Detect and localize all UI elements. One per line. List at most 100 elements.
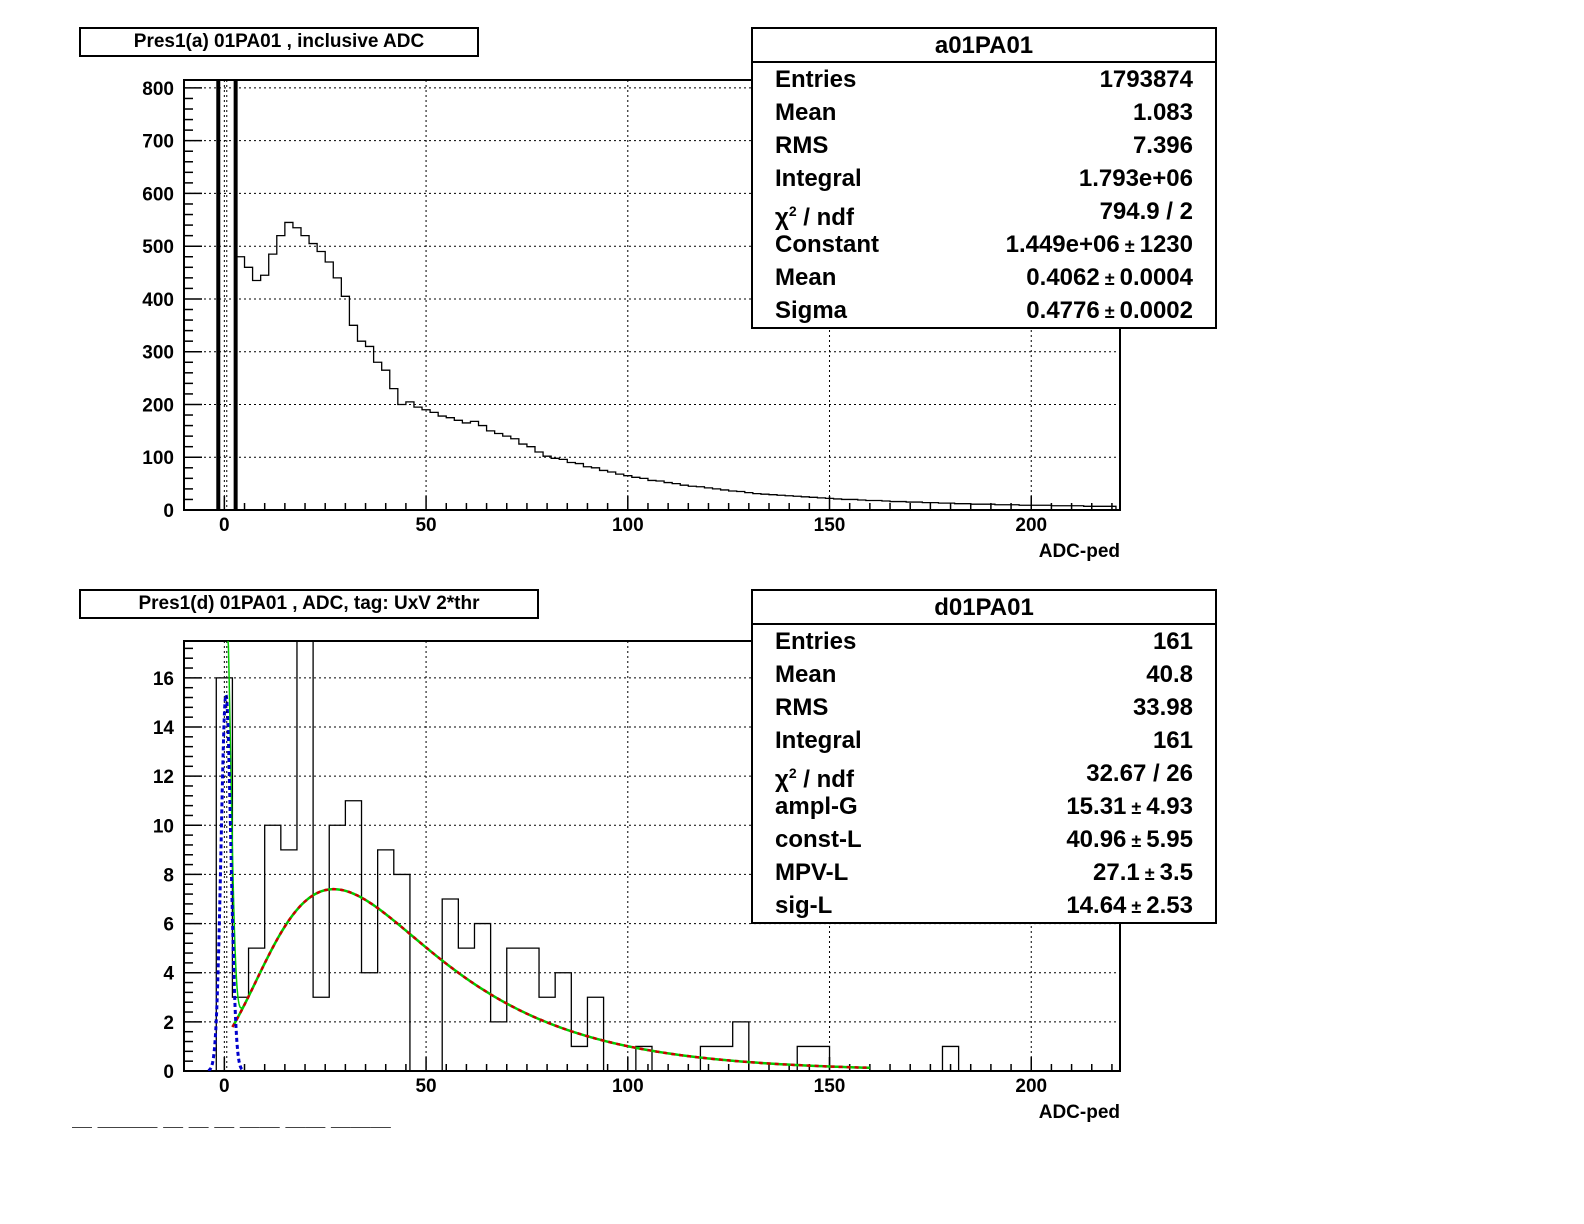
x-tick-label: 150 (814, 1076, 846, 1097)
plus-minus-sign: ± (1139, 864, 1160, 884)
pedestal-peak (216, 80, 238, 510)
stats-title: d01PA01 (753, 591, 1215, 625)
stats-error: 5.95 (1146, 826, 1193, 853)
top-histogram-panel: 0 50 100 150 200 0 100 200 300 400 500 600 700 800 ADC… (142, 79, 1121, 562)
stats-label: Integral (775, 727, 862, 754)
stats-row: Constant 1.449e+06 ± 1230 (753, 228, 1215, 261)
stats-label: Integral (775, 165, 862, 192)
stats-label: Mean (775, 99, 837, 126)
x-tick-label: 100 (612, 515, 644, 536)
stats-label: Mean (775, 264, 837, 291)
x-tick-label: 150 (814, 515, 846, 536)
stats-label: const-L (775, 826, 862, 853)
stats-value: 161 (1152, 727, 1193, 754)
stats-row: χ2 / ndf 32.67 / 26 (753, 757, 1215, 793)
landau-fit-underlay (231, 887, 870, 1070)
stats-value: 1.083 (1132, 99, 1193, 126)
stats-value: 40.8 (1146, 661, 1193, 688)
stats-label: χ2 / ndf (775, 765, 854, 793)
faint-footer-text: ▬ ▬▬▬ ▬ ▬ ▬ ▬▬ ▬▬ ▬▬▬ ▬▬▬▬ (72, 1116, 391, 1128)
stats-row: Mean 40.8 (753, 658, 1215, 691)
stats-row: sig-L 14.64 ± 2.53 (753, 889, 1215, 922)
plus-minus-sign: ± (1099, 302, 1120, 322)
stats-value: 1.793e+06 (1078, 165, 1193, 192)
histogram-outline (235, 221, 1117, 510)
stats-value: 7.396 (1132, 132, 1193, 159)
plus-minus-sign: ± (1126, 798, 1147, 818)
y-tick-label: 8 (163, 865, 174, 886)
stats-error: 4.93 (1146, 793, 1193, 820)
y-tick-label: 0 (163, 501, 174, 522)
x-tick-label: 0 (219, 1076, 230, 1097)
stats-row: Mean 0.4062 ± 0.0004 (753, 261, 1215, 294)
x-axis-label: ADC-ped (1039, 541, 1120, 562)
stats-label: RMS (775, 132, 829, 159)
histogram-outline (215, 641, 975, 1071)
y-tick-label: 400 (142, 290, 174, 311)
x-tick-label: 50 (415, 1076, 436, 1097)
stats-label: χ2 / ndf (775, 203, 854, 231)
y-tick-label: 700 (142, 132, 174, 153)
plus-minus-sign: ± (1119, 236, 1140, 256)
stats-label: sig-L (775, 892, 833, 919)
y-tick-label: 10 (153, 816, 174, 837)
stats-title: a01PA01 (753, 29, 1215, 63)
stats-row: Entries 161 (753, 625, 1215, 658)
stats-value: 794.9 / 2 (1099, 198, 1193, 225)
y-tick-label: 4 (163, 964, 174, 985)
stats-value: 1.449e+06 ± 1230 (1005, 231, 1193, 258)
stats-label: Mean (775, 661, 837, 688)
x-tick-label: 0 (219, 515, 230, 536)
y-tick-label: 6 (163, 915, 174, 936)
stats-label: Sigma (775, 297, 848, 324)
y-tick-label: 2 (163, 1013, 174, 1034)
y-tick-label: 16 (153, 669, 174, 690)
stats-error: 2.53 (1146, 892, 1193, 919)
stats-row: MPV-L 27.1 ± 3.5 (753, 856, 1215, 889)
stats-row: ampl-G 15.31 ± 4.93 (753, 790, 1215, 823)
stats-error: 1230 (1139, 231, 1193, 258)
stats-row: Integral 161 (753, 724, 1215, 757)
stats-row: Mean 1.083 (753, 96, 1215, 129)
stats-row: Entries 1793874 (753, 63, 1215, 96)
stats-label: Entries (775, 66, 857, 93)
stats-label: ampl-G (775, 793, 858, 820)
stats-row: const-L 40.96 ± 5.95 (753, 823, 1215, 856)
y-tick-label: 200 (142, 395, 174, 416)
stats-value: 1793874 (1099, 66, 1193, 93)
bottom-plot-title: Pres1(d) 01PA01 , ADC, tag: UxV 2*thr (79, 589, 539, 619)
plus-minus-sign: ± (1126, 897, 1147, 917)
plot-content (216, 80, 1117, 510)
stats-row: χ2 / ndf 794.9 / 2 (753, 195, 1215, 231)
bottom-stats-box: d01PA01 Entries 161 Mean 40.8 RMS 33.98 Integr… (751, 589, 1217, 924)
y-tick-label: 500 (142, 237, 174, 258)
stats-row: RMS 33.98 (753, 691, 1215, 724)
y-tick-label: 14 (153, 718, 175, 739)
y-tick-label: 0 (163, 1062, 174, 1083)
plus-minus-sign: ± (1126, 831, 1147, 851)
stats-value: 0.4062 ± 0.0004 (1026, 264, 1193, 291)
y-tick-label: 300 (142, 343, 174, 364)
stats-value: 40.96 ± 5.95 (1066, 826, 1193, 853)
plus-minus-sign: ± (1099, 269, 1120, 289)
stats-label: MPV-L (775, 859, 849, 886)
stats-value: 14.64 ± 2.53 (1066, 892, 1193, 919)
stats-error: 3.5 (1159, 859, 1193, 886)
gauss-fit-curve (207, 689, 245, 1071)
plot-content (207, 641, 975, 1071)
x-axis-label: ADC-ped (1039, 1102, 1120, 1123)
stats-value: 27.1 ± 3.5 (1093, 859, 1193, 886)
y-tick-label: 100 (142, 448, 174, 469)
stats-label: RMS (775, 694, 829, 721)
stats-value: 32.67 / 26 (1086, 760, 1193, 787)
stats-error: 0.0004 (1119, 264, 1193, 291)
x-tick-label: 100 (612, 1076, 644, 1097)
x-tick-label: 200 (1015, 515, 1047, 536)
stats-label: Entries (775, 628, 857, 655)
stats-value: 161 (1152, 628, 1193, 655)
stats-value: 0.4776 ± 0.0002 (1026, 297, 1193, 324)
top-plot-title: Pres1(a) 01PA01 , inclusive ADC (79, 27, 479, 57)
y-tick-label: 12 (153, 767, 174, 788)
stats-row: Sigma 0.4776 ± 0.0002 (753, 294, 1215, 327)
